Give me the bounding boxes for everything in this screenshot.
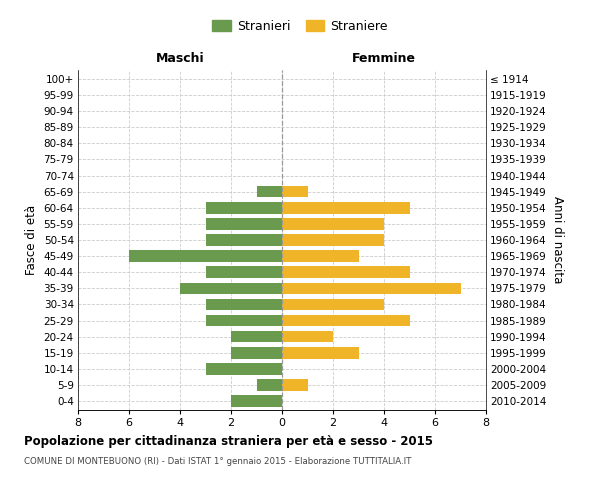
Bar [282,331,333,342]
Bar [206,266,282,278]
Bar [206,202,282,213]
Bar [282,186,308,198]
Legend: Stranieri, Straniere: Stranieri, Straniere [208,16,392,37]
Bar [206,315,282,326]
Bar [282,234,384,246]
Bar [282,250,359,262]
Bar [231,347,282,358]
Text: Maschi: Maschi [155,52,205,65]
Bar [282,347,359,358]
Bar [282,202,410,213]
Bar [282,282,461,294]
Bar [257,186,282,198]
Bar [282,315,410,326]
Bar [180,282,282,294]
Bar [206,298,282,310]
Text: Popolazione per cittadinanza straniera per età e sesso - 2015: Popolazione per cittadinanza straniera p… [24,435,433,448]
Y-axis label: Fasce di età: Fasce di età [25,205,38,275]
Bar [206,363,282,374]
Bar [206,218,282,230]
Y-axis label: Anni di nascita: Anni di nascita [551,196,563,284]
Bar [231,396,282,407]
Bar [231,331,282,342]
Bar [282,218,384,230]
Bar [257,379,282,391]
Bar [129,250,282,262]
Text: Femmine: Femmine [352,52,416,65]
Bar [206,234,282,246]
Bar [282,266,410,278]
Bar [282,298,384,310]
Bar [282,379,308,391]
Text: COMUNE DI MONTEBUONO (RI) - Dati ISTAT 1° gennaio 2015 - Elaborazione TUTTITALIA: COMUNE DI MONTEBUONO (RI) - Dati ISTAT 1… [24,458,412,466]
